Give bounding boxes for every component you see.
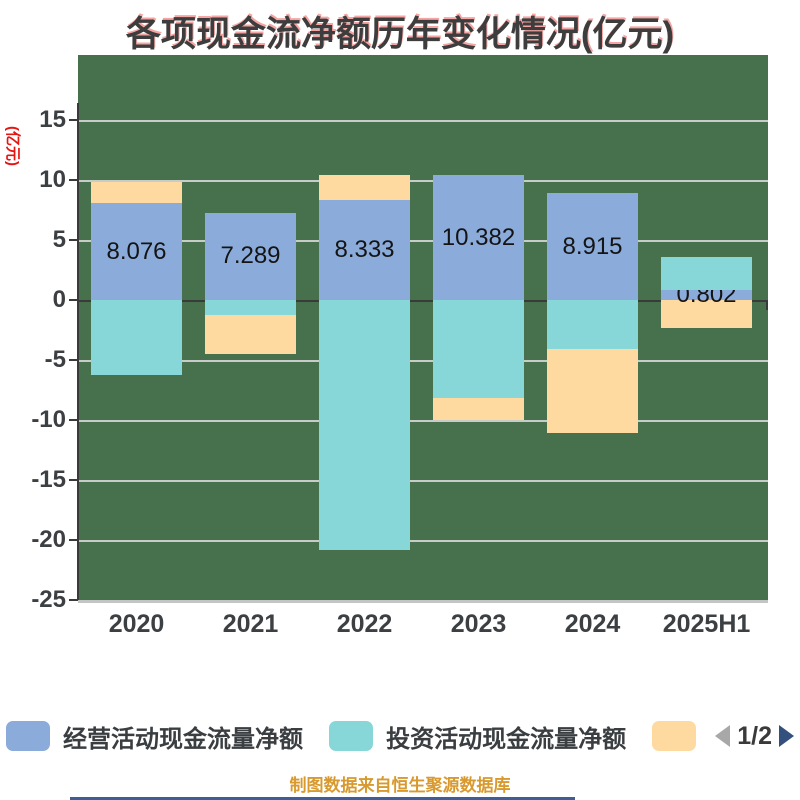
y-tick-label--5: -5 xyxy=(44,346,66,373)
x-tick-label-2025H1: 2025H1 xyxy=(662,610,751,638)
y-axis-line xyxy=(77,103,79,600)
y-tick-label--25: -25 xyxy=(31,586,66,613)
x-tick-label-2022: 2022 xyxy=(336,610,393,638)
bar-2025H1-operating-cashflow[interactable] xyxy=(661,290,752,300)
y-axis-tick-5 xyxy=(69,239,78,241)
chart-title: 各项现金流净额历年变化情况(亿元) xyxy=(125,15,675,54)
legend-item-investing-cashflow[interactable]: 投资活动现金流量净额 xyxy=(329,719,626,754)
y-tick-label--10: -10 xyxy=(31,406,66,433)
bar-2025H1-series-3[interactable] xyxy=(661,300,752,328)
value-label-2022: 8.333 xyxy=(334,236,395,263)
bar-2020-operating-cashflow[interactable] xyxy=(91,203,182,300)
gridline-y-15 xyxy=(78,120,768,122)
y-tick-label-5: 5 xyxy=(52,226,66,253)
y-tick-label--20: -20 xyxy=(31,526,66,553)
legend-item-operating-cashflow[interactable]: 经营活动现金流量净额 xyxy=(6,719,303,754)
bar-2022-investing-cashflow[interactable] xyxy=(319,300,410,550)
value-label-2023: 10.382 xyxy=(441,223,516,251)
gridline-y--15 xyxy=(78,480,768,482)
value-label-2024: 8.915 xyxy=(562,232,623,260)
legend-swatch-investing-cashflow[interactable] xyxy=(329,721,374,751)
bar-2022-series-3[interactable] xyxy=(319,175,410,200)
y-tick-label-10: 10 xyxy=(39,166,66,193)
gridline-y--10 xyxy=(78,420,768,422)
zero-axis-line xyxy=(78,300,768,302)
bar-2020-series-3[interactable] xyxy=(91,181,182,204)
x-tick-label-2024: 2024 xyxy=(564,610,621,638)
bar-2025H1-investing-cashflow[interactable] xyxy=(661,257,752,291)
bar-2024-investing-cashflow[interactable] xyxy=(547,300,638,349)
y-axis-tick--20 xyxy=(69,539,78,541)
legend: 经营活动现金流量净额 投资活动现金流量净额 1/2 xyxy=(6,719,794,753)
y-tick-label-0: 0 xyxy=(52,286,66,313)
value-label-2021: 7.289 xyxy=(220,242,281,270)
bar-2023-series-3[interactable] xyxy=(433,398,524,420)
y-axis-tick--5 xyxy=(69,359,78,361)
legend-page-indicator: 1/2 xyxy=(737,721,772,750)
x-tick-label-2021: 2021 xyxy=(222,610,279,638)
bar-2022-operating-cashflow[interactable] xyxy=(319,200,410,300)
bar-2020-investing-cashflow[interactable] xyxy=(91,300,182,375)
y-axis-tick-10 xyxy=(69,179,78,181)
gridline-y-5 xyxy=(78,240,768,242)
y-axis-tick--25 xyxy=(69,599,78,601)
plot-area: 8.076 7.289 8.333 10.382 8.915 0.802 xyxy=(78,55,768,603)
bar-2023-investing-cashflow[interactable] xyxy=(433,300,524,399)
x-tick-label-2023: 2023 xyxy=(450,610,507,638)
bar-2021-series-3[interactable] xyxy=(205,315,296,354)
gridline-y-10 xyxy=(78,180,768,182)
bar-2024-operating-cashflow[interactable] xyxy=(547,193,638,300)
y-axis-tick--15 xyxy=(69,479,78,481)
gridline-y--20 xyxy=(78,540,768,542)
x-tick-label-2020: 2020 xyxy=(108,610,165,638)
legend-swatch-series-3[interactable] xyxy=(652,721,697,751)
bar-2023-operating-cashflow[interactable] xyxy=(433,175,524,300)
y-axis-tick-15 xyxy=(69,119,78,121)
bar-2024-series-3[interactable] xyxy=(547,348,638,433)
data-source-caption: 制图数据来自恒生聚源数据库 xyxy=(289,776,511,795)
legend-pager: 1/2 xyxy=(652,721,794,751)
y-axis-tick-0 xyxy=(69,299,78,301)
bar-2021-investing-cashflow[interactable] xyxy=(205,300,296,315)
gridline-y--5 xyxy=(78,360,768,362)
legend-prev-page-arrow-icon[interactable] xyxy=(715,725,731,747)
y-tick-label--15: -15 xyxy=(31,466,66,493)
legend-label-investing-cashflow[interactable]: 投资活动现金流量净额 xyxy=(386,725,627,753)
legend-swatch-operating-cashflow[interactable] xyxy=(6,721,50,751)
value-label-2020: 8.076 xyxy=(106,237,167,265)
y-tick-label-15: 15 xyxy=(39,106,66,133)
legend-label-operating-cashflow[interactable]: 经营活动现金流量净额 xyxy=(63,725,303,753)
y-axis-tick--10 xyxy=(69,419,78,421)
zero-line-end-tick xyxy=(766,300,768,310)
legend-next-page-arrow-icon[interactable] xyxy=(778,725,794,747)
bottom-cropped-element xyxy=(70,797,575,800)
bar-2021-operating-cashflow[interactable] xyxy=(205,212,296,300)
